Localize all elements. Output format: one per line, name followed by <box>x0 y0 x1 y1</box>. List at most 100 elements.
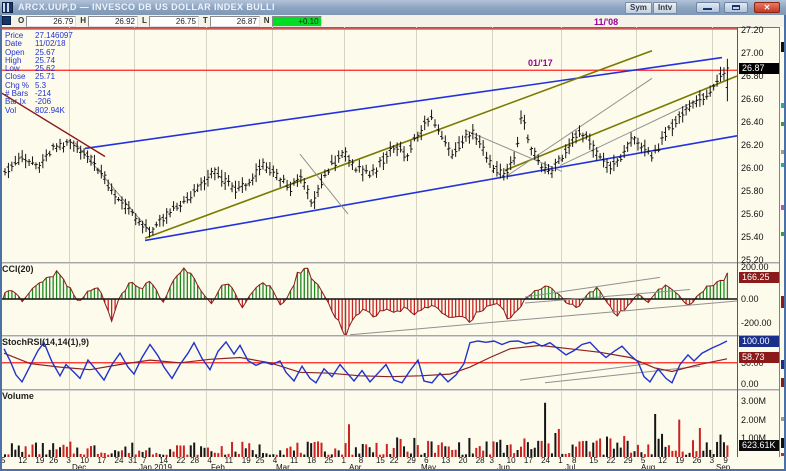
date-tick-label: 1 <box>558 456 563 465</box>
panel-separator[interactable] <box>0 262 786 264</box>
maximize-button[interactable] <box>724 2 748 13</box>
date-tick-label: 3 <box>709 456 715 465</box>
date-tick-label: 19 <box>35 456 45 465</box>
cci-axis-label: 200.00 <box>741 261 769 272</box>
stochrsi-axis-label: 50.00 <box>741 357 764 368</box>
date-tick-label: 8 <box>358 456 364 465</box>
price-axis-label: 26.60 <box>741 93 764 104</box>
price-axis-label: 27.00 <box>741 47 764 58</box>
window-frame-right <box>784 15 786 471</box>
date-tick-label: 19 <box>241 456 251 465</box>
date-tick-label: 3 <box>489 456 494 465</box>
date-tick-label: 25 <box>324 456 334 465</box>
info-row: Bar Ix -206 <box>5 97 52 107</box>
month-tick-label: Sep <box>716 463 731 471</box>
strip-marker <box>781 122 785 126</box>
price-info-panel: Price 27.146097 Date 11/02/18 Open 25.67 High 2… <box>5 31 85 115</box>
month-tick-label: May <box>421 463 437 471</box>
month-tick-label: Apr <box>349 463 362 471</box>
price-axis-label: 25.60 <box>741 208 764 219</box>
cci-axis-label: 0.00 <box>741 293 759 304</box>
minimize-icon <box>703 8 712 10</box>
close-button[interactable]: ✕ <box>754 2 780 13</box>
quote-fields: O 26.79 H 26.92 L 26.75 T 26.87 N +0.10 <box>14 15 322 27</box>
maximize-icon <box>732 5 740 10</box>
info-row: Price 27.146097 <box>5 31 73 40</box>
price-axis-label: 27.20 <box>741 24 764 35</box>
strip-marker <box>781 438 785 448</box>
quote-bar: O 26.79 H 26.92 L 26.75 T 26.87 N +0.10 <box>0 15 786 28</box>
month-tick-label: Feb <box>211 463 225 471</box>
date-tick-label: 29 <box>623 456 633 465</box>
info-row: Close 25.71 <box>5 72 56 82</box>
strip-marker <box>781 103 785 108</box>
date-tick-label: 26 <box>49 456 59 465</box>
cci-axis-label: -200.00 <box>741 317 772 328</box>
volume-axis-label: 3.00M <box>741 395 767 406</box>
cci-current-value-badge: 166.25 <box>739 271 780 283</box>
volume-axis-label: 1.00M <box>741 432 767 443</box>
panel-separator[interactable] <box>0 389 786 391</box>
sym-button[interactable]: Sym <box>625 2 652 14</box>
date-tick-label: 31 <box>128 456 138 465</box>
date-tick-label: 25 <box>255 456 265 465</box>
price-chart-canvas[interactable] <box>0 27 738 262</box>
stochrsi-chart-canvas[interactable] <box>0 337 738 389</box>
date-tick-label: 1 <box>341 456 346 465</box>
strip-marker <box>781 205 785 210</box>
date-tick-label: 15 <box>589 456 599 465</box>
quote-label-n: N <box>263 16 270 25</box>
date-tick-label: 19 <box>675 456 685 465</box>
stochrsi-axis-label: 0.00 <box>741 378 759 389</box>
info-row: Vol 802.94K <box>5 105 65 115</box>
quote-label-l: L <box>142 16 147 25</box>
date-tick-label: 4 <box>272 456 278 465</box>
cci-chart-canvas[interactable] <box>0 264 738 335</box>
stochrsi-current-value-badge: 58.73 <box>739 351 780 363</box>
quote-label-h: H <box>80 16 87 25</box>
price-annotation-01-17: 01/'17 <box>528 58 553 69</box>
date-tick-label: 5 <box>640 456 646 465</box>
date-tick-label: 11 <box>289 456 299 465</box>
date-tick-label: 10 <box>506 456 516 465</box>
date-tick-label: 17 <box>97 456 107 465</box>
strip-marker <box>781 163 785 167</box>
price-axis-label: 25.20 <box>741 254 764 265</box>
date-tick-label: 18 <box>307 456 317 465</box>
date-tick-label: 8 <box>572 456 577 465</box>
date-tick-label: 4 <box>207 456 212 465</box>
title-bar[interactable]: ARCX.UUP,D — INVESCO DB US DOLLAR INDEX … <box>0 0 786 16</box>
date-tick-label: 12 <box>18 456 28 465</box>
date-tick-label: 22 <box>606 456 616 465</box>
strip-marker <box>781 232 785 236</box>
minimize-button[interactable] <box>696 2 720 13</box>
price-axis-label: 25.80 <box>741 185 764 196</box>
price-annotation-11-08: 11/'08 <box>594 16 619 27</box>
panel-separator[interactable] <box>0 335 786 337</box>
strip-marker <box>781 453 785 456</box>
date-tick-label: 28 <box>475 456 485 465</box>
price-axis-label: 25.40 <box>741 231 764 242</box>
quote-value-t: 26.87 <box>209 16 260 27</box>
info-row: High 25.74 <box>5 55 56 65</box>
quote-label-o: O <box>18 16 25 25</box>
volume-chart-canvas[interactable] <box>0 391 738 457</box>
info-row: Chg % 5.3 <box>5 80 47 90</box>
intv-button[interactable]: Intv <box>653 2 678 14</box>
app-icon <box>2 2 13 13</box>
info-row: # Bars -214 <box>5 89 52 99</box>
date-tick-label: 10 <box>80 456 90 465</box>
date-tick-label: 12 <box>658 456 667 465</box>
info-row: Date 11/02/18 <box>5 39 66 49</box>
strip-marker <box>781 296 785 308</box>
month-tick-label: Jul <box>565 463 576 471</box>
window-title: ARCX.UUP,D — INVESCO DB US DOLLAR INDEX … <box>18 2 275 12</box>
price-axis-label: 26.80 <box>741 70 764 81</box>
date-tick-label: 24 <box>114 456 124 465</box>
strip-marker <box>781 417 785 421</box>
date-tick-label: 20 <box>458 456 468 465</box>
cci-panel-label: CCI(20) <box>2 264 34 274</box>
right-marker-strip[interactable] <box>779 27 786 457</box>
strip-marker <box>781 360 785 369</box>
